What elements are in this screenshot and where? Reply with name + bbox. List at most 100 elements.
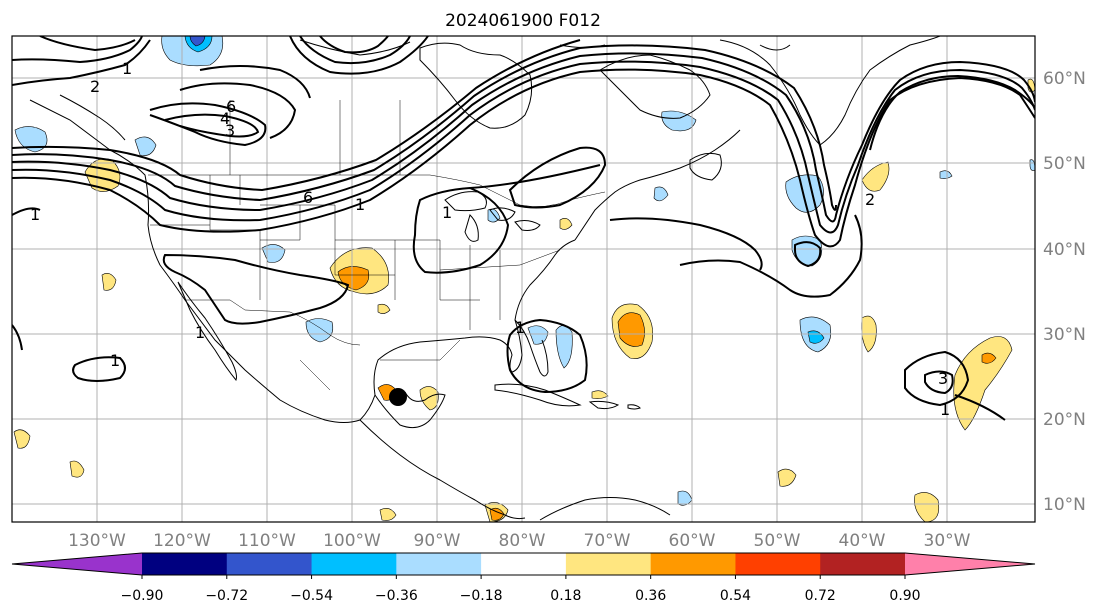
contour-line: [506, 318, 588, 394]
contour-line: [72, 356, 126, 382]
colorbar-tick-label: 0.90: [889, 588, 920, 604]
contour-line: [12, 207, 41, 216]
anomaly-patch: [617, 312, 645, 347]
colorbar-segment: [565, 553, 652, 575]
contour-label: 1: [110, 351, 120, 370]
contour-line: [149, 102, 267, 147]
contour-line: [39, 36, 136, 52]
colorbar-segment: [650, 553, 736, 575]
lat-lon-grid: [12, 36, 1035, 522]
coastline: [464, 214, 479, 242]
colorbar-segment: [396, 553, 482, 575]
coastline: [574, 129, 741, 241]
latitude-label: 10°N: [1043, 495, 1086, 515]
contour-label: 2: [90, 77, 100, 96]
colorbar: −0.90 −0.72 −0.54 −0.36 −0.18 0.18 0.36 0.54 0.7…: [11, 552, 1036, 604]
longitude-label: 110°W: [238, 531, 296, 551]
colorbar-segment: [226, 553, 313, 575]
storm-center-marker: [389, 388, 407, 406]
coastline: [419, 42, 533, 129]
contour-line: [12, 68, 1035, 248]
anomaly-patch: [527, 325, 549, 345]
contour-label: 1: [442, 203, 452, 222]
latitude-label: 50°N: [1043, 154, 1086, 174]
contour-line: [12, 36, 143, 64]
longitude-label: 60°W: [669, 531, 716, 551]
colorbar-segment: [820, 553, 906, 575]
anomaly-patch: [379, 508, 397, 521]
contour-labels: 1 2 3 4 6 6 1 1 1 2 1 3 1 1 1: [30, 59, 950, 419]
coastline: [539, 497, 671, 521]
longitude-labels: 130°W 120°W 110°W 100°W 90°W 80°W 70°W 60°W 50°W…: [68, 531, 971, 551]
political-borders: [148, 100, 606, 391]
contour-label: 1: [30, 205, 40, 224]
contour-line: [679, 214, 863, 298]
contour-line: [299, 36, 411, 65]
contour-line: [508, 146, 607, 209]
anomaly-patch: [777, 468, 797, 487]
longitude-label: 70°W: [584, 531, 631, 551]
colorbar-tick-label: −0.18: [460, 588, 503, 604]
colorbar-tick-label: −0.72: [205, 588, 248, 604]
contour-line: [164, 113, 260, 138]
coastline: [374, 391, 446, 429]
anomaly-patch: [13, 429, 31, 449]
map-frame: [11, 35, 1036, 523]
contour-lines: [12, 36, 1035, 421]
contour-label: 1: [195, 323, 205, 342]
coastline: [494, 383, 582, 407]
longitude-label: 30°W: [924, 531, 971, 551]
latitude-label: 40°N: [1043, 240, 1086, 260]
contour-line: [162, 253, 350, 325]
anomaly-patch: [914, 492, 939, 522]
anomaly-patch: [661, 110, 697, 132]
longitude-label: 50°W: [754, 531, 801, 551]
coastline: [359, 419, 526, 520]
anomaly-patch: [14, 126, 48, 153]
contour-line: [12, 39, 581, 192]
latitude-label: 60°N: [1043, 69, 1086, 89]
colorbar-segment: [481, 553, 567, 575]
contour-line: [12, 44, 837, 211]
longitude-label: 90°W: [414, 531, 461, 551]
coastline: [588, 400, 620, 410]
coastline: [359, 239, 576, 421]
contour-label: 6: [226, 97, 236, 116]
coastline: [299, 39, 411, 56]
latitude-label: 30°N: [1043, 325, 1086, 345]
longitude-label: 100°W: [323, 531, 381, 551]
coastline: [759, 44, 791, 51]
contour-line: [12, 39, 151, 86]
contour-line: [469, 164, 601, 189]
us-mexico-border: [185, 299, 361, 346]
colorbar-tick-label: 0.36: [635, 588, 666, 604]
anomaly-patch: [489, 507, 505, 521]
latitude-labels: 60°N 50°N 40°N 30°N 20°N 10°N: [1043, 69, 1086, 515]
contour-line: [12, 324, 23, 351]
state-border: [209, 175, 261, 300]
anomaly-patch: [653, 186, 669, 202]
contour-label: 6: [303, 188, 313, 207]
colorbar-tick-label: 0.72: [805, 588, 836, 604]
coastline: [59, 94, 126, 141]
coastline: [599, 54, 711, 119]
contour-label: 3: [225, 121, 235, 140]
anomaly-patch: [559, 218, 573, 230]
anomaly-patch: [69, 460, 85, 478]
colorbar-tick-label: −0.54: [290, 588, 333, 604]
colorbar-extend-low: [12, 553, 142, 575]
longitude-label: 120°W: [153, 531, 211, 551]
contour-label: 4: [220, 109, 230, 128]
coastline: [627, 404, 641, 410]
state-border: [260, 205, 301, 241]
contour-line: [954, 394, 1006, 421]
colorbar-segment: [311, 553, 397, 575]
longitude-label: 130°W: [68, 531, 126, 551]
longitude-label: 40°W: [839, 531, 886, 551]
coastline: [444, 191, 487, 212]
contour-line: [904, 350, 970, 407]
coastline: [29, 99, 361, 423]
state-border: [380, 339, 461, 361]
map-content: 1 2 3 4 6 6 1 1 1 2 1 3 1 1 1: [12, 36, 1035, 522]
